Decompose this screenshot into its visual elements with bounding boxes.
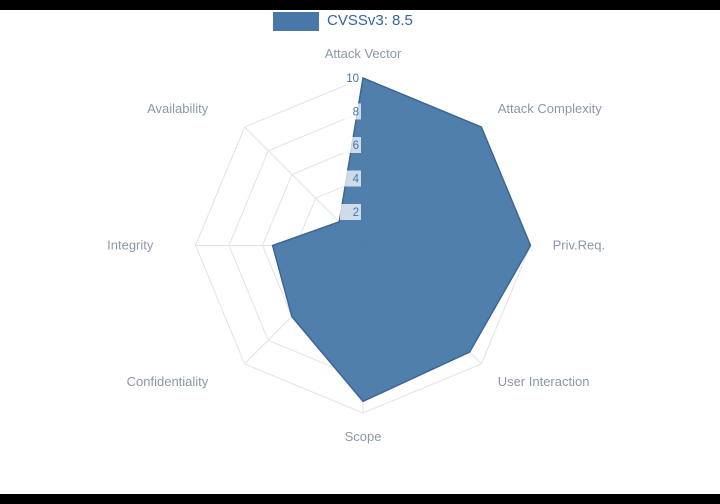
axis-label-attack-complexity: Attack Complexity	[498, 101, 603, 116]
axis-label-availability: Availability	[147, 101, 209, 116]
tick-label-bg	[340, 137, 361, 153]
legend-label: CVSSv3: 8.5	[327, 12, 413, 29]
legend[interactable]: CVSSv3: 8.5	[273, 11, 413, 31]
radial-tick-label: 6	[353, 140, 359, 152]
radial-tick-label: 2	[353, 207, 359, 219]
legend-swatch[interactable]	[273, 11, 319, 31]
tick-label-bg	[340, 103, 361, 120]
radial-tick-label: 10	[346, 73, 359, 85]
axis-label-integrity: Integrity	[107, 238, 154, 253]
axis-label-user-interaction: User Interaction	[498, 374, 590, 389]
radial-tick-label: 8	[353, 107, 359, 119]
chart-canvas: 2 4 6 8 10 Attack Vector Attack Complexity Priv…	[0, 10, 720, 494]
radar-chart: 2 4 6 8 10 Attack Vector Attack Complexity Priv…	[107, 46, 606, 444]
data-polygon	[271, 76, 532, 403]
axis-label-confidentiality: Confidentiality	[127, 374, 209, 389]
radial-tick-label: 4	[353, 174, 360, 186]
axis-label-scope: Scope	[345, 429, 382, 444]
tick-label-bg	[340, 70, 361, 86]
tick-label-bg	[340, 204, 361, 220]
axis-label-priv-req: Priv.Req.	[553, 238, 606, 253]
axis-label-attack-vector: Attack Vector	[325, 46, 402, 61]
tick-label-bg	[340, 170, 361, 187]
